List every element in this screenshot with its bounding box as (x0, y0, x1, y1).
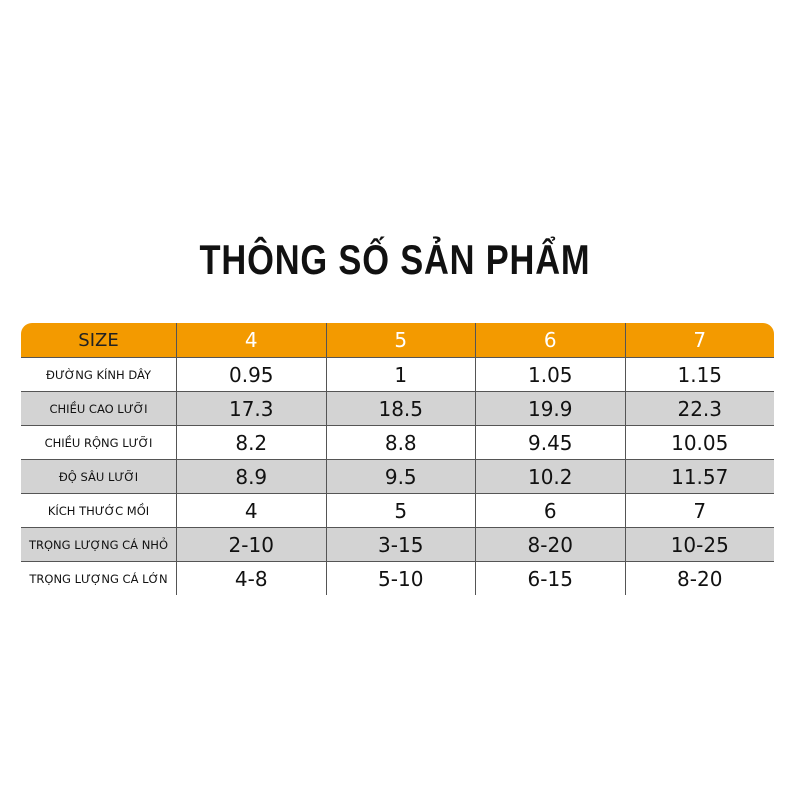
cell-value: 1 (325, 357, 476, 392)
header-size: 5 (325, 323, 476, 358)
cell-value: 0.95 (176, 357, 327, 392)
table-row: CHIỀU RỘNG LƯỠI 8.2 8.8 9.45 10.05 (21, 425, 774, 460)
header-size: 4 (176, 323, 327, 358)
table-row: TRỌNG LƯỢNG CÁ NHỎ 2-10 3-15 8-20 10-25 (21, 527, 774, 562)
row-label: CHIỀU RỘNG LƯỠI (21, 425, 177, 460)
header-size-label: SIZE (21, 323, 177, 358)
table-row: CHIỀU CAO LƯỠI 17.3 18.5 19.9 22.3 (21, 391, 774, 426)
cell-value: 8.8 (325, 425, 476, 460)
cell-value: 4 (176, 493, 327, 528)
cell-value: 4-8 (176, 561, 327, 595)
table-row: TRỌNG LƯỢNG CÁ LỚN 4-8 5-10 6-15 8-20 (21, 561, 774, 595)
cell-value: 9.45 (475, 425, 626, 460)
cell-value: 8.9 (176, 459, 327, 494)
cell-value: 11.57 (624, 459, 774, 494)
cell-value: 17.3 (176, 391, 327, 426)
cell-value: 18.5 (325, 391, 476, 426)
cell-value: 8-20 (624, 561, 774, 595)
row-label: KÍCH THƯỚC MỒI (21, 493, 177, 528)
page-title: THÔNG SỐ SẢN PHẨM (199, 236, 591, 283)
cell-value: 1.15 (624, 357, 774, 392)
table-row: KÍCH THƯỚC MỒI 4 5 6 7 (21, 493, 774, 528)
cell-value: 6 (475, 493, 626, 528)
table-header-row: SIZE 4 5 6 7 (21, 323, 774, 358)
header-size: 6 (475, 323, 626, 358)
cell-value: 3-15 (325, 527, 476, 562)
cell-value: 19.9 (475, 391, 626, 426)
row-label: TRỌNG LƯỢNG CÁ LỚN (21, 561, 177, 595)
table-row: ĐƯỜNG KÍNH DÂY 0.95 1 1.05 1.15 (21, 357, 774, 392)
cell-value: 2-10 (176, 527, 327, 562)
cell-value: 10-25 (624, 527, 774, 562)
cell-value: 22.3 (624, 391, 774, 426)
cell-value: 10.05 (624, 425, 774, 460)
header-size: 7 (624, 323, 774, 358)
row-label: ĐƯỜNG KÍNH DÂY (21, 357, 177, 392)
cell-value: 10.2 (475, 459, 626, 494)
cell-value: 8-20 (475, 527, 626, 562)
spec-table: SIZE 4 5 6 7 ĐƯỜNG KÍNH DÂY 0.95 1 1.05 1.15… (20, 322, 775, 596)
row-label: TRỌNG LƯỢNG CÁ NHỎ (21, 527, 177, 562)
table-row: ĐỘ SÂU LƯỠI 8.9 9.5 10.2 11.57 (21, 459, 774, 494)
cell-value: 7 (624, 493, 774, 528)
cell-value: 9.5 (325, 459, 476, 494)
row-label: CHIỀU CAO LƯỠI (21, 391, 177, 426)
row-label: ĐỘ SÂU LƯỠI (21, 459, 177, 494)
cell-value: 5-10 (325, 561, 476, 595)
cell-value: 8.2 (176, 425, 327, 460)
cell-value: 1.05 (475, 357, 626, 392)
cell-value: 5 (325, 493, 476, 528)
cell-value: 6-15 (475, 561, 626, 595)
